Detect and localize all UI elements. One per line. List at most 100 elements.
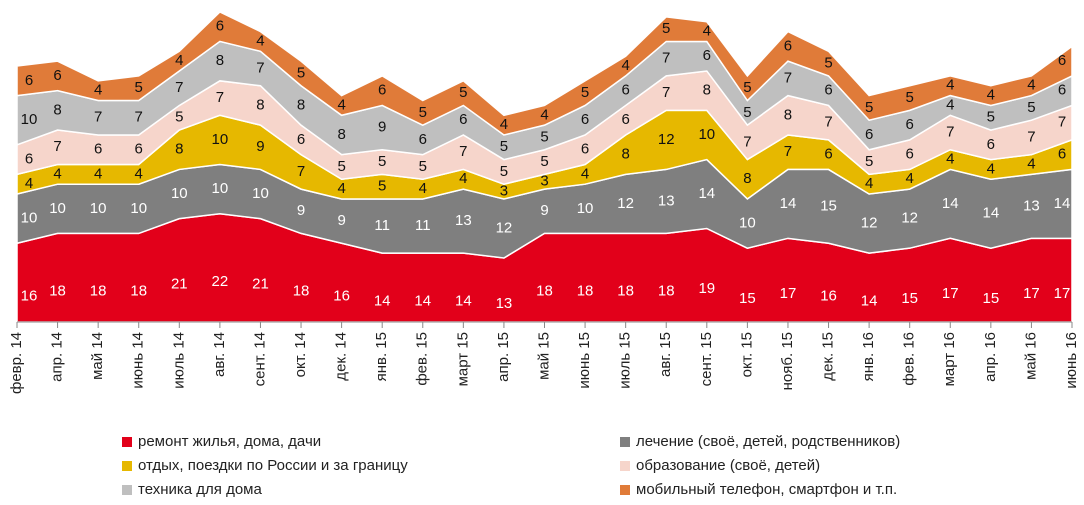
- data-label: 8: [297, 96, 305, 113]
- data-label: 5: [540, 128, 548, 145]
- x-tick-label: март 15: [454, 332, 471, 386]
- data-label: 13: [1023, 197, 1040, 214]
- data-label: 8: [743, 170, 751, 187]
- data-label: 12: [617, 195, 634, 212]
- data-label: 10: [49, 200, 66, 217]
- data-label: 5: [662, 20, 670, 37]
- data-label: 3: [540, 173, 548, 190]
- legend-label: ремонт жилья, дома, дачи: [138, 433, 321, 450]
- data-label: 4: [135, 165, 143, 182]
- data-label: 6: [1058, 52, 1066, 69]
- data-label: 4: [703, 23, 711, 40]
- data-label: 10: [130, 200, 147, 217]
- data-label: 9: [256, 138, 264, 155]
- data-label: 4: [419, 180, 427, 197]
- x-tick-label: май 16: [1022, 332, 1039, 380]
- data-label: 7: [459, 143, 467, 160]
- x-tick-label: май 15: [535, 332, 552, 380]
- x-tick-label: февр. 14: [8, 332, 25, 394]
- data-label: 5: [175, 109, 183, 126]
- data-label: 5: [378, 153, 386, 170]
- data-label: 8: [337, 126, 345, 143]
- data-label: 6: [216, 18, 224, 35]
- data-label: 4: [946, 96, 954, 113]
- data-label: 7: [784, 69, 792, 86]
- data-label: 18: [130, 283, 147, 300]
- data-label: 5: [906, 89, 914, 106]
- x-tick-label: сент. 15: [698, 332, 715, 386]
- data-label: 10: [739, 215, 756, 232]
- data-label: 7: [297, 163, 305, 180]
- data-label: 10: [171, 185, 188, 202]
- data-label: 5: [297, 64, 305, 81]
- data-label: 15: [983, 290, 1000, 307]
- data-label: 7: [824, 114, 832, 131]
- data-label: 17: [780, 285, 797, 302]
- data-label: 6: [297, 131, 305, 148]
- x-tick-label: окт. 15: [738, 332, 755, 377]
- data-label: 14: [414, 293, 431, 310]
- x-tick-label: дек. 15: [820, 332, 837, 381]
- data-label: 6: [1058, 146, 1066, 163]
- data-label: 10: [21, 111, 38, 128]
- data-label: 10: [212, 131, 229, 148]
- data-label: 4: [581, 165, 589, 182]
- data-label: 12: [496, 219, 513, 236]
- data-label: 5: [419, 104, 427, 121]
- data-label: 6: [621, 111, 629, 128]
- legend-swatch: [122, 437, 132, 447]
- data-label: 5: [459, 84, 467, 101]
- data-label: 12: [861, 215, 878, 232]
- data-label: 14: [455, 293, 472, 310]
- data-label: 10: [252, 185, 269, 202]
- data-label: 5: [135, 79, 143, 96]
- x-tick-label: апр. 14: [49, 332, 66, 382]
- data-label: 15: [820, 197, 837, 214]
- data-label: 9: [337, 212, 345, 229]
- data-label: 6: [459, 111, 467, 128]
- data-label: 4: [337, 180, 345, 197]
- data-label: 15: [739, 290, 756, 307]
- data-label: 8: [256, 96, 264, 113]
- data-label: 14: [1054, 195, 1071, 212]
- data-label: 5: [500, 163, 508, 180]
- x-tick-label: июль 15: [617, 332, 634, 389]
- data-label: 12: [658, 131, 675, 148]
- data-label: 10: [90, 200, 107, 217]
- data-label: 7: [135, 109, 143, 126]
- data-label: 4: [175, 52, 183, 69]
- data-label: 6: [53, 67, 61, 84]
- x-tick-label: июнь 14: [130, 332, 147, 389]
- data-label: 4: [946, 151, 954, 168]
- data-label: 9: [297, 202, 305, 219]
- data-label: 17: [1054, 285, 1071, 302]
- data-label: 4: [53, 165, 61, 182]
- data-label: 8: [175, 141, 183, 158]
- data-label: 13: [658, 192, 675, 209]
- data-label: 7: [743, 133, 751, 150]
- data-label: 6: [906, 146, 914, 163]
- legend-swatch: [122, 485, 132, 495]
- data-label: 5: [540, 153, 548, 170]
- data-label: 14: [698, 185, 715, 202]
- data-label: 7: [53, 138, 61, 155]
- data-label: 4: [25, 175, 33, 192]
- x-tick-label: фев. 15: [414, 332, 431, 386]
- data-label: 5: [743, 79, 751, 96]
- data-label: 15: [901, 290, 918, 307]
- data-label: 9: [540, 202, 548, 219]
- data-label: 4: [1027, 155, 1035, 172]
- x-tick-label: нояб. 15: [779, 332, 796, 390]
- data-label: 8: [53, 101, 61, 118]
- data-label: 8: [703, 82, 711, 99]
- data-label: 4: [1027, 77, 1035, 94]
- data-label: 4: [987, 160, 995, 177]
- data-label: 21: [252, 275, 269, 292]
- data-label: 18: [49, 283, 66, 300]
- x-tick-label: янв. 15: [373, 332, 390, 381]
- data-label: 4: [256, 32, 264, 49]
- data-label: 5: [824, 55, 832, 72]
- data-label: 6: [906, 116, 914, 133]
- data-label: 11: [374, 217, 390, 234]
- data-label: 5: [743, 104, 751, 121]
